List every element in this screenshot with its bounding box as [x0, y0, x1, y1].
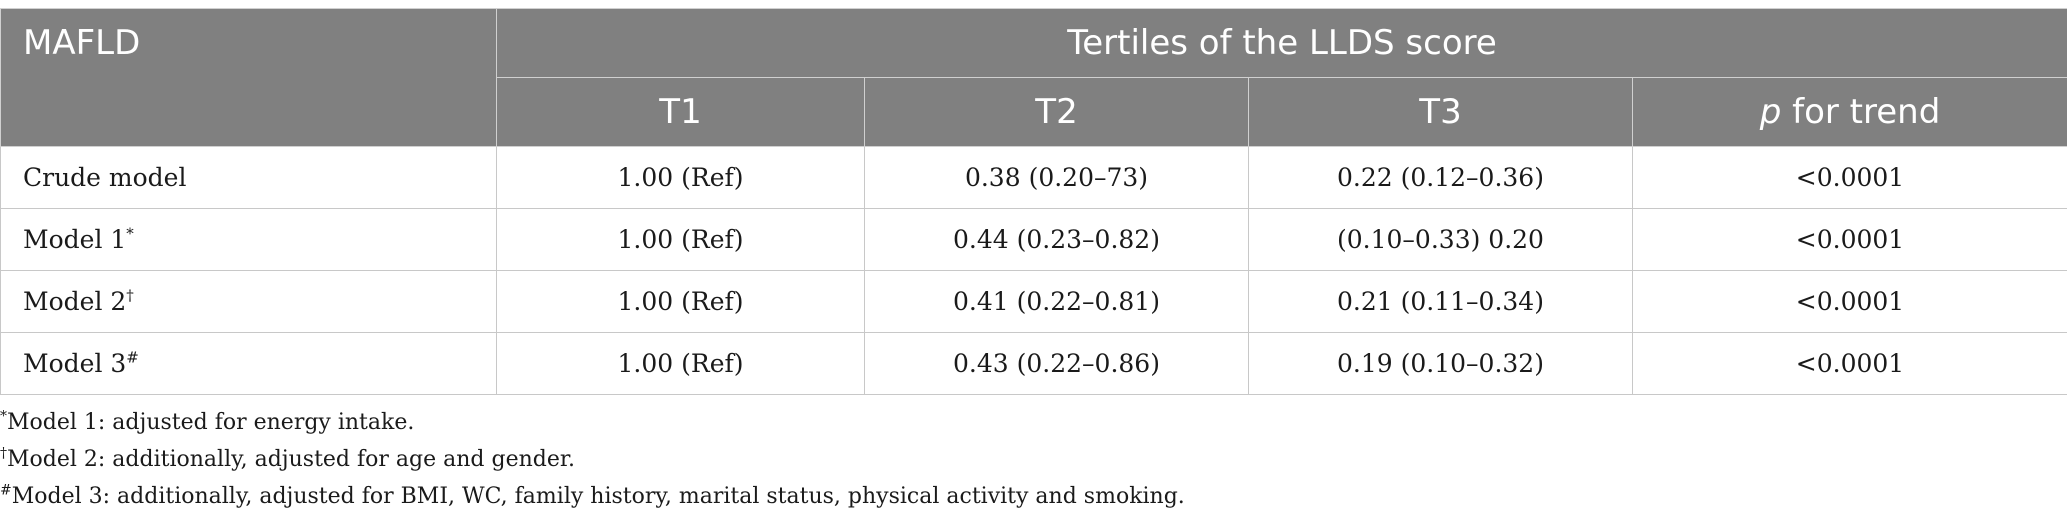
footnote-mark: # [0, 482, 12, 499]
footnote-text: Model 2: additionally, adjusted for age … [7, 447, 575, 472]
row-label-model-2: Model 2† [0, 270, 497, 333]
stub-header: MAFLD [0, 8, 497, 147]
results-table: MAFLD Tertiles of the LLDS score T1 T2 T… [0, 8, 2067, 395]
column-header-t3: T3 [1248, 77, 1633, 147]
results-table-container: MAFLD Tertiles of the LLDS score T1 T2 T… [0, 8, 2067, 395]
footnote-text: Model 1: adjusted for energy intake. [7, 410, 415, 435]
table-cell: <0.0001 [1632, 146, 2067, 209]
table-row: Crude model 1.00 (Ref) 0.38 (0.20–73) 0.… [0, 146, 2067, 209]
table-cell: <0.0001 [1632, 332, 2067, 395]
table-cell: (0.10–0.33) 0.20 [1248, 208, 1633, 271]
footnote-model-1: *Model 1: adjusted for energy intake. [0, 404, 1185, 441]
footnote-model-3: #Model 3: additionally, adjusted for BMI… [0, 478, 1185, 515]
row-label-text: Crude model [23, 163, 187, 192]
column-header-t1: T1 [496, 77, 865, 147]
column-header-p-trend: p for trend [1632, 77, 2067, 147]
header-row-1: MAFLD Tertiles of the LLDS score [0, 8, 2067, 147]
table-cell: 1.00 (Ref) [496, 146, 865, 209]
table-cell: <0.0001 [1632, 208, 2067, 271]
header-row-2: T1 T2 T3 p for trend [1, 77, 2067, 147]
table-cell: 0.38 (0.20–73) [864, 146, 1249, 209]
table-row: Model 1* 1.00 (Ref) 0.44 (0.23–0.82) (0.… [0, 208, 2067, 271]
table-cell: 0.41 (0.22–0.81) [864, 270, 1249, 333]
table-cell: 1.00 (Ref) [496, 208, 865, 271]
row-label-text: Model 2 [23, 287, 127, 316]
table-row: Model 3# 1.00 (Ref) 0.43 (0.22–0.86) 0.1… [0, 332, 2067, 395]
group-header: Tertiles of the LLDS score [496, 8, 2067, 78]
table-cell: 0.19 (0.10–0.32) [1248, 332, 1633, 395]
table-cell: 1.00 (Ref) [496, 270, 865, 333]
column-header-t2: T2 [864, 77, 1249, 147]
row-label-mark: * [126, 224, 134, 243]
column-header-p-symbol: p [1759, 92, 1782, 132]
table-row: Model 2† 1.00 (Ref) 0.41 (0.22–0.81) 0.2… [0, 270, 2067, 333]
row-label-text: Model 1 [23, 225, 127, 254]
table-cell: 0.22 (0.12–0.36) [1248, 146, 1633, 209]
table-cell: 0.44 (0.23–0.82) [864, 208, 1249, 271]
row-label-text: Model 3 [23, 349, 127, 378]
table-cell: 1.00 (Ref) [496, 332, 865, 395]
row-label-mark: † [126, 286, 134, 305]
row-label-crude-model: Crude model [0, 146, 497, 209]
column-header-p-label: for trend [1781, 92, 1941, 132]
table-body: Crude model 1.00 (Ref) 0.38 (0.20–73) 0.… [0, 146, 2067, 395]
footnote-model-2: †Model 2: additionally, adjusted for age… [0, 441, 1185, 478]
footnote-text: Model 3: additionally, adjusted for BMI,… [11, 484, 1185, 509]
table-cell: <0.0001 [1632, 270, 2067, 333]
table-cell: 0.21 (0.11–0.34) [1248, 270, 1633, 333]
row-label-model-3: Model 3# [0, 332, 497, 395]
table-header: MAFLD Tertiles of the LLDS score T1 T2 T… [0, 8, 2067, 147]
footnote-mark: † [0, 445, 7, 462]
footnote-mark: * [0, 408, 7, 425]
table-cell: 0.43 (0.22–0.86) [864, 332, 1249, 395]
table-footnotes: *Model 1: adjusted for energy intake. †M… [0, 404, 1185, 515]
row-label-mark: # [126, 348, 139, 367]
row-label-model-1: Model 1* [0, 208, 497, 271]
